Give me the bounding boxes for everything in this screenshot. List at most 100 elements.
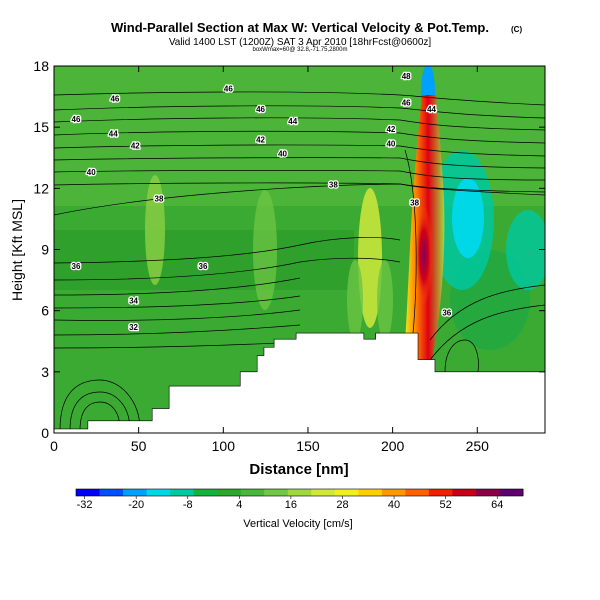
theta-contour-line	[54, 277, 301, 296]
theta-contour-label: 36	[442, 309, 451, 318]
colorbar-swatch	[170, 489, 195, 496]
y-tick-label: 15	[33, 119, 49, 135]
theta-contour-label: 40	[87, 168, 96, 177]
colorbar	[75, 488, 524, 497]
colorbar-swatch	[475, 489, 500, 496]
theta-contour-label: 42	[131, 142, 140, 151]
colorbar-tick-label: 16	[285, 499, 297, 511]
terrain-mask	[53, 332, 546, 434]
theta-contour-line	[54, 309, 301, 321]
x-tick-label: 100	[212, 438, 236, 454]
colorbar-swatch	[381, 489, 406, 496]
theta-contour-label: 42	[386, 125, 395, 134]
theta-contour-label: 36	[72, 262, 81, 271]
theta-contour-line	[54, 130, 545, 144]
theta-contour-label: 40	[386, 139, 395, 148]
theta-contour-line	[59, 379, 141, 431]
theta-contour-label: 38	[410, 199, 419, 208]
colorbar-swatch	[217, 489, 242, 496]
x-axis-ticks: 0 50 100 150 200 250	[50, 66, 489, 454]
theta-contour-line	[444, 339, 479, 373]
theta-contour-line	[54, 105, 545, 119]
y-tick-label: 9	[41, 242, 49, 258]
colorbar-tick-label: 52	[440, 499, 452, 511]
theta-contour-line	[429, 284, 545, 341]
theta-contour-line	[54, 182, 545, 196]
chart-title: Wind-Parallel Section at Max W: Vertical…	[111, 20, 489, 35]
y-tick-label: 3	[41, 364, 49, 380]
colorbar-swatch	[334, 489, 359, 496]
theta-contour-line	[54, 295, 301, 309]
theta-contour-line	[79, 401, 121, 431]
theta-contour-line	[54, 144, 545, 157]
theta-contour-label: 46	[224, 84, 233, 93]
theta-contour-label: 44	[427, 105, 436, 114]
theta-contour-label: 32	[129, 323, 138, 332]
theta-contour-label: 36	[199, 262, 208, 271]
theta-contour-label: 44	[109, 129, 118, 138]
colorbar-tick-label: 64	[491, 499, 503, 511]
colorbar-swatch	[358, 489, 383, 496]
field-light-column	[145, 175, 165, 285]
field-light-column	[253, 190, 277, 310]
colorbar-tick-label: 40	[388, 499, 400, 511]
theta-contour-line	[54, 91, 545, 106]
x-tick-label: 0	[50, 438, 58, 454]
field-light-column	[358, 188, 382, 328]
colorbar-swatch	[311, 489, 336, 496]
theta-contour-labels: 46 46 46 46 44 44 42 42 42 40 40 40 38 38 38 36 36 36 34 32…	[70, 71, 453, 333]
colorbar-swatch	[499, 489, 524, 496]
theta-contour-label: 34	[129, 296, 138, 305]
colorbar-ticks: -32 -20 -8 4 16 28 40 52 64	[77, 496, 503, 511]
theta-contour-label: 38	[329, 180, 338, 189]
theta-contour-label: 40	[278, 150, 287, 159]
x-axis-label: Distance [nm]	[249, 461, 348, 478]
colorbar-swatch	[452, 489, 477, 496]
theta-contour-line	[54, 169, 545, 181]
theta-contour-label: 38	[155, 195, 164, 204]
downdraft-inner	[452, 178, 484, 258]
updraft-core	[415, 205, 433, 305]
colorbar-swatch	[428, 489, 453, 496]
y-tick-label: 12	[33, 180, 49, 196]
theta-contours	[54, 91, 545, 431]
theta-contour-line	[54, 237, 401, 264]
colorbar-swatch	[99, 489, 124, 496]
y-tick-label: 6	[41, 303, 49, 319]
field-light-column	[377, 260, 393, 340]
colorbar-label: Vertical Velocity [cm/s]	[243, 518, 352, 530]
theta-contour-label: 44	[288, 117, 297, 126]
chart-subtitle-detail: boxWmax=60@ 32.8,-71.75,2800m	[252, 47, 348, 53]
y-tick-label: 18	[33, 58, 49, 74]
theta-contour-line	[69, 391, 131, 431]
colorbar-swatch	[76, 489, 101, 496]
colorbar-tick-label: -20	[128, 499, 144, 511]
theta-contour-label: 42	[256, 135, 265, 144]
theta-contour-line	[54, 257, 401, 281]
colorbar-frame	[75, 488, 524, 497]
field-mid-band	[54, 230, 354, 290]
theta-contour-line	[429, 304, 545, 361]
colorbar-swatch	[405, 489, 430, 496]
theta-contour-line	[54, 324, 301, 336]
colorbar-tick-label: 28	[336, 499, 348, 511]
chart-subtitle: Valid 1400 LST (1200Z) SAT 3 Apr 2010 [1…	[168, 37, 432, 48]
colorbar-tick-label: -8	[183, 499, 193, 511]
field-light-column	[347, 260, 363, 340]
colorbar-swatch	[193, 489, 218, 496]
x-tick-label: 150	[296, 438, 320, 454]
theta-contour-label: 46	[256, 105, 265, 114]
theta-contour-label: 48	[402, 72, 411, 81]
x-tick-label: 50	[131, 438, 147, 454]
theta-contour-line	[54, 117, 545, 131]
colorbar-swatch	[146, 489, 171, 496]
colorbar-tick-label: 4	[236, 499, 242, 511]
y-axis-label: Height [Kft MSL]	[9, 199, 25, 301]
x-tick-label: 250	[466, 438, 490, 454]
colorbar-tick-label: -32	[77, 499, 93, 511]
theta-contour-label: 46	[72, 115, 81, 124]
colorbar-swatch	[123, 489, 148, 496]
theta-contour-line	[54, 157, 545, 169]
